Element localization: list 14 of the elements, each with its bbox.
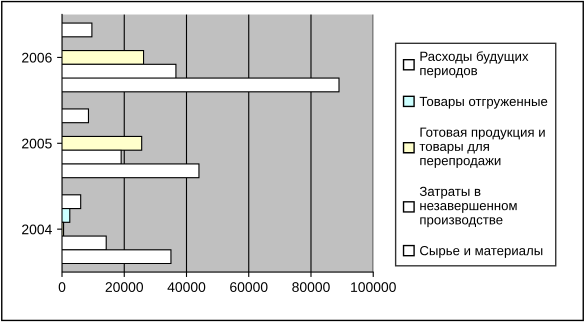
legend-label: Сырье и материалы [420,246,542,258]
legend-label: Затраты в незавершенном производстве [420,186,517,228]
x-tick-label: 80000 [292,282,330,292]
x-tick-label: 60000 [230,282,268,292]
legend-label: Расходы будущих периодов [420,51,528,78]
x-tick-label: 100000 [351,282,396,292]
x-tick-label: 40000 [168,282,206,292]
x-tick-label: 20000 [106,282,144,292]
y-tick-label: 2006 [22,52,52,63]
x-tick-label: 0 [58,282,66,292]
y-tick-label: 2004 [22,224,52,234]
y-tick-label: 2005 [22,138,52,148]
legend-label: Готовая продукция и товары для перепродажи [420,128,545,168]
legend-label: Товары отгруженные [420,96,548,109]
